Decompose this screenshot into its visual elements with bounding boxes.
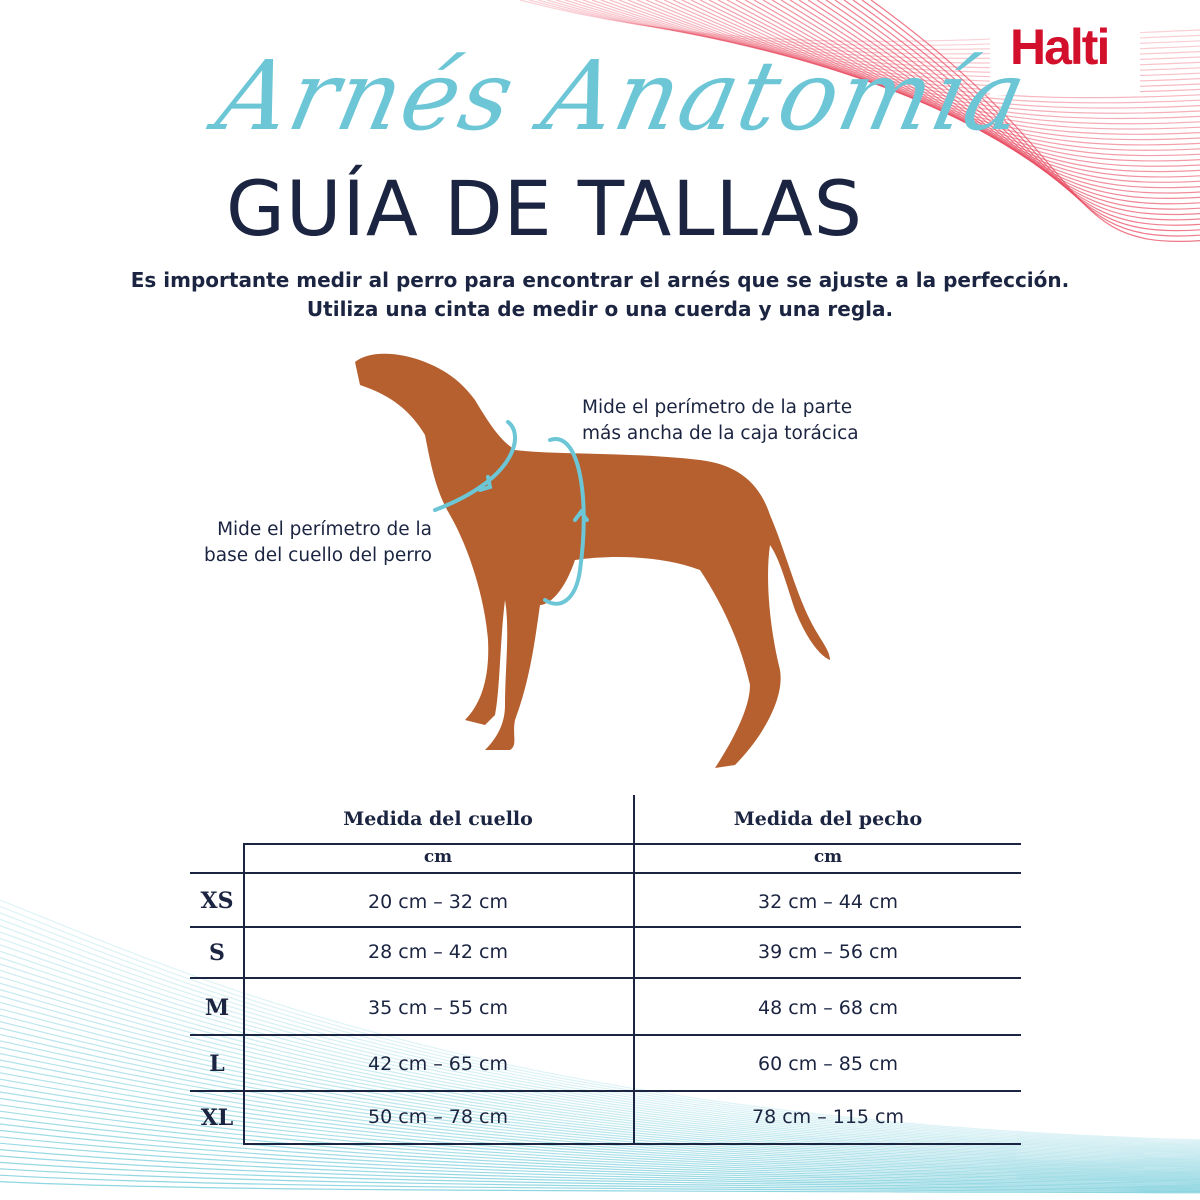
divider <box>243 1143 1021 1145</box>
neck-value: 20 cm – 32 cm <box>368 891 508 913</box>
size-label: S <box>209 940 225 966</box>
size-label: XL <box>200 1105 234 1131</box>
dog-illustration <box>355 353 830 768</box>
chest-value: 60 cm – 85 cm <box>758 1053 898 1075</box>
divider <box>190 977 1021 979</box>
chest-value: 32 cm – 44 cm <box>758 891 898 913</box>
page-title: GUÍA DE TALLAS <box>226 164 863 253</box>
intro-line-2: Utiliza una cinta de medir o una cuerda … <box>306 297 894 321</box>
product-title: Arnés Anatomía <box>208 40 1038 152</box>
divider <box>243 843 1021 845</box>
header-neck: Medida del cuello <box>343 808 533 830</box>
measurement-arrows <box>433 420 589 606</box>
chest-value: 78 cm – 115 cm <box>751 1106 904 1128</box>
unit-chest: cm <box>813 847 843 867</box>
neck-value: 42 cm – 65 cm <box>368 1053 508 1075</box>
chest-arrow <box>543 437 586 606</box>
neck-value: 50 cm – 78 cm <box>368 1106 508 1128</box>
intro-line-1: Es importante medir al perro para encont… <box>130 268 1070 292</box>
neck-value: 28 cm – 42 cm <box>368 941 508 963</box>
chest-value: 48 cm – 68 cm <box>758 997 898 1019</box>
divider <box>633 795 635 1143</box>
neck-arrow <box>433 420 517 512</box>
divider <box>190 926 1021 928</box>
chest-value: 39 cm – 56 cm <box>758 941 898 963</box>
header-chest: Medida del pecho <box>733 808 923 830</box>
logo-backdrop <box>990 0 1140 95</box>
size-label: M <box>204 995 230 1021</box>
divider <box>243 843 245 1145</box>
chest-measure-note: Mide el perímetro de la parte más ancha … <box>582 397 859 444</box>
neck-value: 35 cm – 55 cm <box>368 997 508 1019</box>
halti-logo: Halti <box>1010 19 1110 75</box>
neck-measure-note: Mide el perímetro de la base del cuello … <box>204 519 432 566</box>
divider <box>190 1034 1021 1036</box>
dog-silhouette <box>355 353 830 768</box>
divider <box>190 872 1021 874</box>
size-label: XS <box>200 888 234 914</box>
divider <box>190 1090 1021 1092</box>
unit-neck: cm <box>423 847 453 867</box>
size-label: L <box>209 1051 225 1077</box>
